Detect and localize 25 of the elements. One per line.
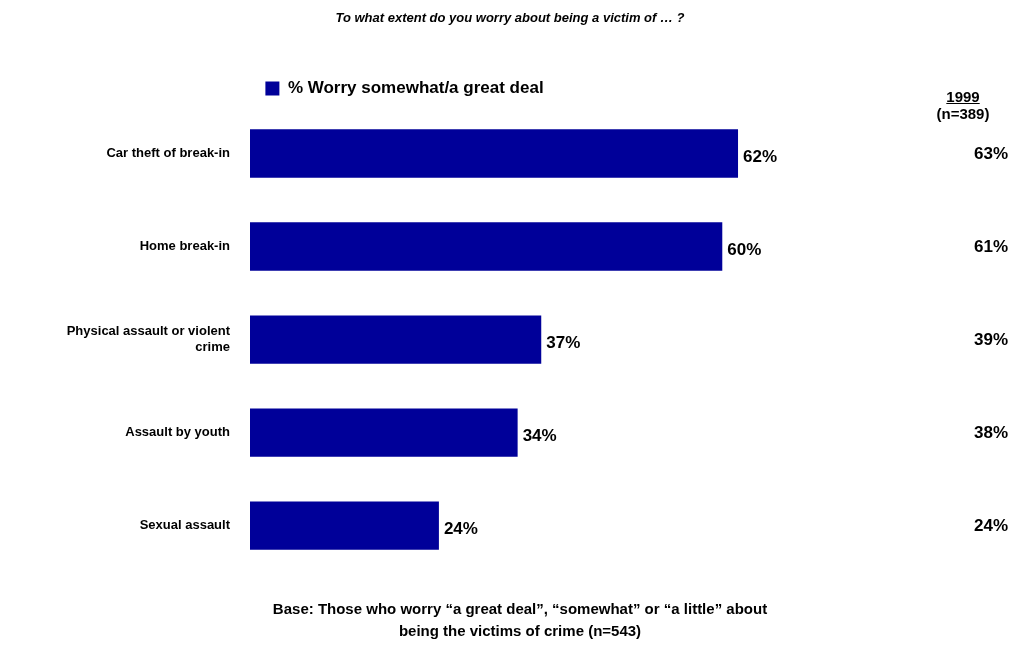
bar <box>250 408 518 457</box>
data-label: 60% <box>727 240 762 260</box>
bar <box>250 315 542 364</box>
y-tick-label: Assault by youth <box>125 424 231 440</box>
text: 38% <box>972 422 1008 443</box>
text: 1999 <box>945 88 981 105</box>
y-tick-label: Car theft of break-in <box>106 145 231 161</box>
bar <box>250 222 723 271</box>
y-tick-label: Home break-in <box>139 238 231 254</box>
data-label: 34% <box>522 426 557 446</box>
bar <box>250 501 439 550</box>
legend-label: % Worry somewhat/a great deal <box>287 78 544 98</box>
bar <box>250 129 739 178</box>
y-tick-label: Physical assault or violent crime <box>66 323 231 354</box>
y-tick-label: Sexual assault <box>139 517 231 533</box>
text: 24% <box>972 515 1008 536</box>
text: 39% <box>972 329 1008 350</box>
data-label: 62% <box>743 147 778 167</box>
text: 63% <box>972 143 1008 164</box>
text: 61% <box>972 236 1008 257</box>
text: Base: Those who worry “a great deal”, “somewhat” or “a little” about being the victims of crime (n=543) <box>271 599 769 641</box>
chart-title: To what extent do you worry about being a victim of … ? <box>334 10 686 25</box>
data-label: 24% <box>443 519 478 539</box>
data-label: 37% <box>546 333 581 353</box>
text: (n=389) <box>935 105 991 122</box>
